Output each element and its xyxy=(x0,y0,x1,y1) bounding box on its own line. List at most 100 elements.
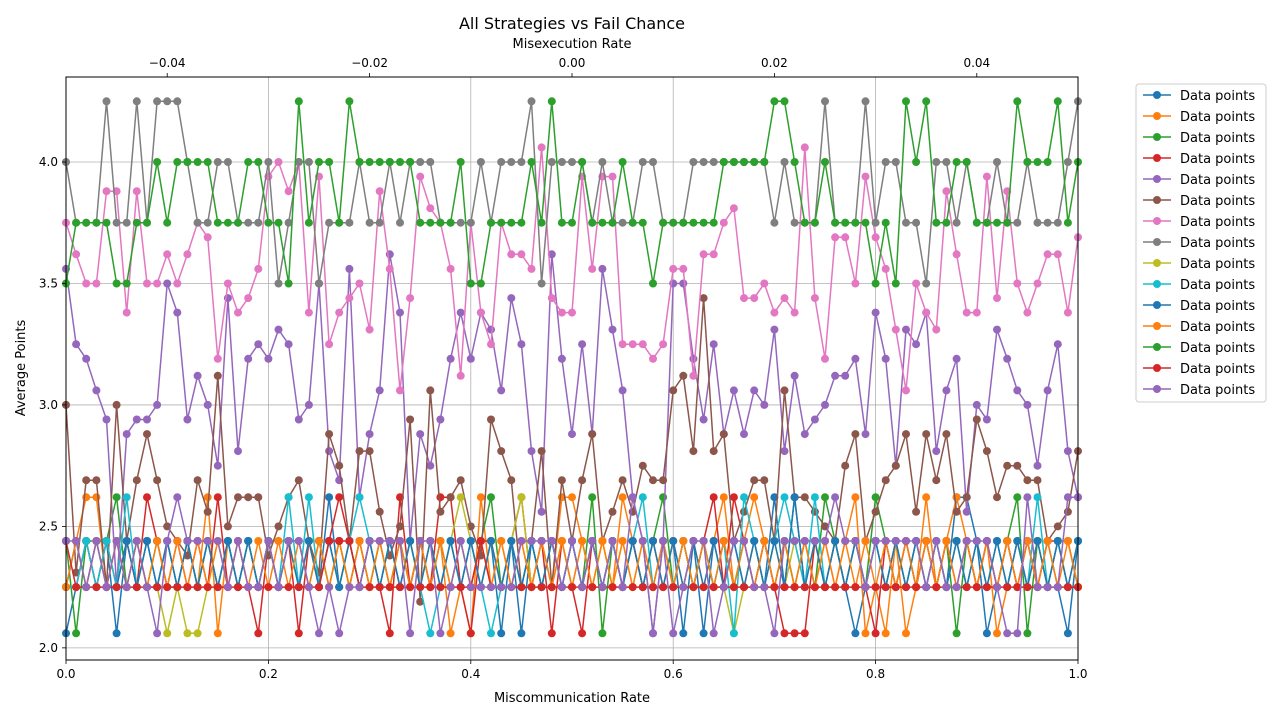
data-point xyxy=(456,493,465,502)
data-point xyxy=(719,583,728,592)
data-point xyxy=(851,218,860,227)
data-point xyxy=(274,279,283,288)
data-point xyxy=(92,218,101,227)
data-point xyxy=(912,583,921,592)
data-point xyxy=(102,537,111,545)
data-point xyxy=(223,583,232,592)
data-point xyxy=(982,537,991,545)
data-point xyxy=(223,537,232,545)
data-point xyxy=(426,461,435,470)
data-point xyxy=(831,218,840,227)
data-point xyxy=(82,354,91,363)
data-point xyxy=(557,354,566,363)
data-point xyxy=(122,493,131,502)
data-point xyxy=(912,537,921,545)
data-point xyxy=(345,537,354,545)
top-x-tick-label: 0.02 xyxy=(761,56,788,70)
data-point xyxy=(719,218,728,227)
data-point xyxy=(821,522,829,531)
data-point xyxy=(821,97,829,106)
data-point xyxy=(861,172,870,181)
data-point xyxy=(325,583,334,592)
data-point xyxy=(416,158,425,166)
data-point xyxy=(638,218,647,227)
data-point xyxy=(719,537,728,545)
data-point xyxy=(608,537,617,545)
data-point xyxy=(821,537,829,545)
data-point xyxy=(952,218,961,227)
data-point xyxy=(689,218,698,227)
data-point xyxy=(810,294,819,303)
data-point xyxy=(557,308,566,317)
data-point xyxy=(315,583,323,592)
data-point xyxy=(132,415,141,424)
data-point xyxy=(922,583,931,592)
data-point xyxy=(831,583,840,592)
data-point xyxy=(578,629,587,638)
data-point xyxy=(881,218,890,227)
legend-marker xyxy=(1153,91,1161,99)
data-point xyxy=(497,447,506,456)
data-point xyxy=(517,250,526,259)
data-point xyxy=(972,583,981,592)
data-point xyxy=(183,158,192,166)
data-point xyxy=(709,583,718,592)
data-point xyxy=(902,97,910,106)
legend-label: Data points xyxy=(1180,131,1255,146)
data-point xyxy=(891,279,900,288)
legend-item: Data points xyxy=(1143,341,1255,356)
data-point xyxy=(365,430,374,439)
data-point xyxy=(173,279,182,288)
data-point xyxy=(304,158,313,166)
data-point xyxy=(638,583,647,592)
legend-item: Data points xyxy=(1143,257,1255,272)
data-point xyxy=(385,158,394,166)
legend-item: Data points xyxy=(1143,110,1255,125)
data-point xyxy=(952,629,961,638)
top-x-tick-label: 0.00 xyxy=(559,56,586,70)
data-point xyxy=(851,629,860,638)
data-point xyxy=(213,537,222,545)
data-point xyxy=(750,294,759,303)
y-tick-label: 3.5 xyxy=(39,276,58,290)
data-point xyxy=(92,279,101,288)
data-point xyxy=(669,629,678,638)
data-point xyxy=(153,476,162,485)
data-point xyxy=(335,583,344,592)
data-point xyxy=(244,218,253,227)
data-point xyxy=(92,493,101,502)
data-point xyxy=(800,143,809,152)
data-point xyxy=(861,537,870,545)
data-point xyxy=(446,218,455,227)
data-point xyxy=(982,415,991,424)
data-point xyxy=(598,629,607,638)
data-point xyxy=(385,537,394,545)
data-point xyxy=(649,158,657,166)
data-point xyxy=(436,583,445,592)
data-point xyxy=(729,537,738,545)
data-point xyxy=(72,629,81,638)
data-point xyxy=(345,97,354,106)
data-point xyxy=(598,264,607,273)
data-point xyxy=(993,537,1001,545)
data-point xyxy=(810,507,819,516)
data-point xyxy=(699,583,708,592)
data-point xyxy=(871,308,880,317)
data-point xyxy=(497,537,506,545)
data-point xyxy=(740,583,748,592)
data-point xyxy=(689,158,698,166)
data-point xyxy=(203,583,212,592)
data-point xyxy=(122,583,131,592)
data-point xyxy=(993,629,1001,638)
data-point xyxy=(750,537,759,545)
data-point xyxy=(982,629,991,638)
data-point xyxy=(608,172,617,181)
data-point xyxy=(1013,218,1022,227)
data-point xyxy=(588,264,597,273)
data-point xyxy=(790,629,799,638)
data-point xyxy=(244,583,253,592)
data-point xyxy=(507,537,516,545)
data-point xyxy=(497,583,506,592)
legend-label: Data points xyxy=(1180,320,1255,335)
data-point xyxy=(1043,250,1052,259)
